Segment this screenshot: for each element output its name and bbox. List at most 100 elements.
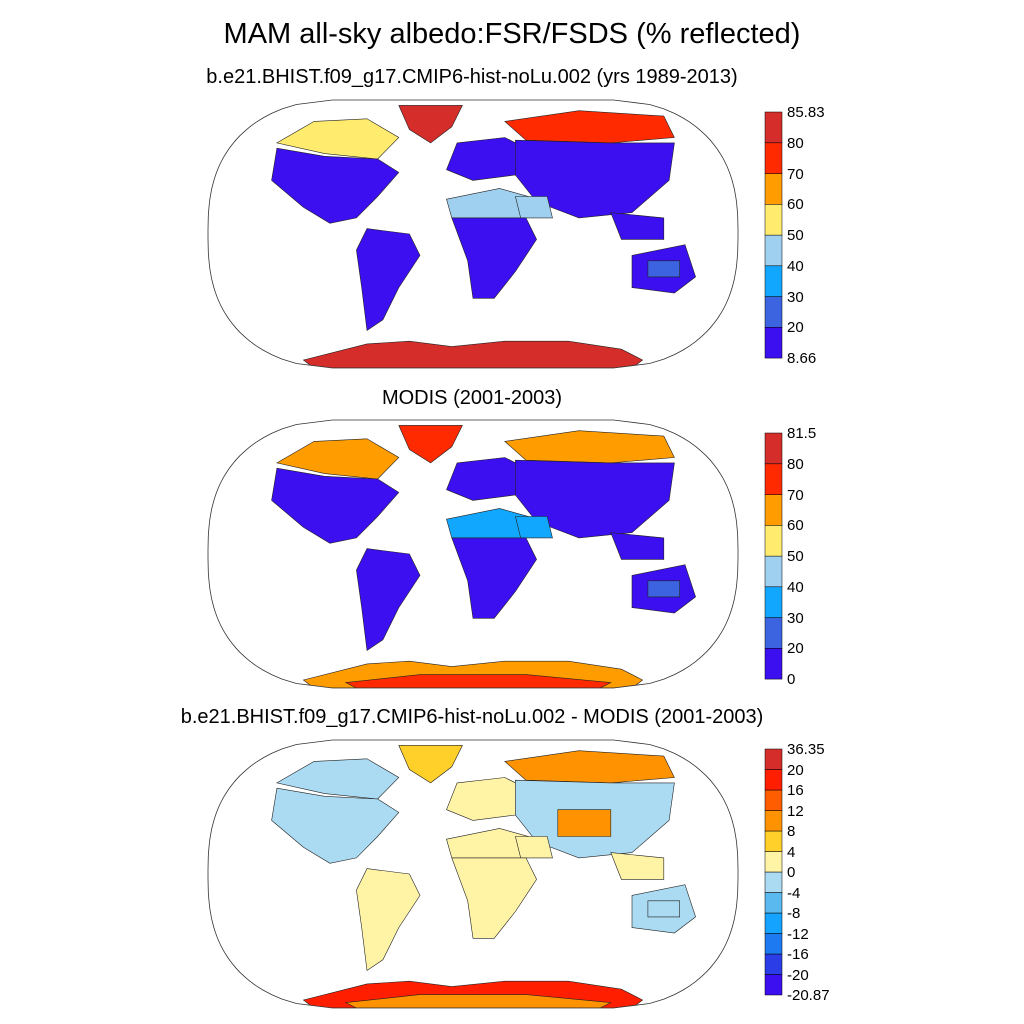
colorbar-label: 20 (787, 640, 804, 658)
map-outline (207, 99, 739, 369)
region-arabia (515, 516, 553, 539)
main-title: MAM all-sky albedo:FSR/FSDS (% reflected… (223, 18, 801, 50)
colorbar-swatch (764, 953, 783, 975)
panel-title-modis: MODIS (2001-2003) (381, 387, 563, 409)
colorbar-swatch (764, 173, 783, 205)
region-central-australia (647, 260, 681, 278)
colorbar-swatch (764, 586, 783, 618)
map-panel-0 (207, 99, 739, 369)
colorbar-label: 70 (787, 486, 804, 504)
colorbar-label: 20 (787, 319, 804, 337)
colorbar-swatch (764, 617, 783, 649)
colorbar-swatch (764, 810, 783, 832)
region-canada (276, 438, 400, 480)
colorbar-label: 50 (787, 227, 804, 244)
colorbar-label: -20 (787, 966, 809, 984)
panel-title-difference: b.e21.BHIST.f09_g17.CMIP6-hist-noLu.002 … (180, 706, 764, 728)
region-north-america (271, 147, 400, 224)
colorbar-swatch (764, 830, 783, 852)
colorbar-swatch (764, 555, 783, 588)
colorbar-swatch (764, 974, 783, 996)
colorbar-swatch (764, 432, 783, 465)
colorbar-label: 80 (787, 455, 804, 473)
map-outline (207, 419, 739, 689)
region-north-america (271, 467, 400, 544)
region-antarctic-interior (344, 994, 612, 1008)
colorbar-label: 60 (787, 196, 804, 214)
colorbar-label: 40 (787, 257, 804, 275)
colorbar-swatch (764, 327, 783, 359)
region-antarctica (302, 340, 644, 368)
region-north-america (271, 787, 400, 864)
region-south-america (356, 868, 421, 972)
region-africa (451, 857, 537, 939)
colorbar-swatch (764, 851, 783, 873)
colorbar-swatch (764, 463, 783, 495)
colorbar-label: 40 (787, 578, 804, 596)
map-land (271, 425, 696, 688)
region-canada (276, 118, 400, 160)
colorbar-label: -16 (787, 946, 809, 963)
colorbar-swatch (764, 525, 783, 557)
colorbar-swatch (764, 265, 783, 297)
colorbar-swatch (764, 912, 783, 934)
colorbar-label: -12 (787, 925, 809, 943)
colorbar-label: 70 (787, 165, 804, 183)
map-land (271, 105, 696, 368)
map-panel-1 (207, 419, 739, 689)
colorbar-label: 4 (787, 843, 796, 861)
region-europe (446, 137, 527, 181)
colorbar-label: -8 (787, 905, 801, 922)
region-central-australia (647, 900, 681, 918)
colorbar-swatch (764, 871, 783, 893)
region-south-america (356, 228, 421, 332)
map-panel-2 (207, 739, 739, 1009)
colorbar-swatch (764, 296, 783, 328)
colorbar-label: 12 (787, 802, 804, 820)
colorbar-label: -4 (787, 884, 801, 902)
region-arabia (515, 836, 553, 859)
colorbar-label: 36.35 (787, 741, 825, 758)
region-southeast-asia (610, 212, 665, 240)
colorbar-swatch (764, 234, 783, 267)
region-antarctic-interior (344, 674, 612, 688)
colorbar-swatch (764, 142, 783, 174)
colorbar-label: 30 (787, 288, 804, 306)
region-europe (446, 457, 527, 501)
colorbar-label: 8.66 (787, 350, 817, 367)
colorbar-label: 85.83 (787, 104, 825, 121)
colorbar-0 (764, 111, 783, 359)
region-africa (451, 537, 537, 619)
colorbar-label: 50 (787, 548, 804, 565)
colorbar-swatch (764, 648, 783, 680)
colorbar-swatch (764, 769, 783, 791)
region-asia (515, 139, 675, 219)
region-southeast-asia (610, 852, 665, 880)
colorbar-label: 20 (787, 761, 804, 779)
region-canada (276, 758, 400, 800)
region-south-america (356, 548, 421, 652)
colorbar-label: -20.87 (787, 987, 830, 1004)
region-greenland (398, 105, 463, 144)
colorbar-swatch (764, 111, 783, 144)
region-central-australia (647, 580, 681, 598)
region-greenland (398, 745, 463, 784)
colorbar-swatch (764, 748, 783, 770)
region-arabia (515, 196, 553, 219)
region-southeast-asia (610, 532, 665, 560)
colorbar-swatch (764, 494, 783, 526)
colorbar-swatch (764, 892, 783, 914)
colorbar-2 (764, 748, 783, 996)
map-outline (207, 739, 739, 1009)
region-africa (451, 217, 537, 299)
map-land (271, 745, 696, 1008)
colorbar-label: 80 (787, 134, 804, 152)
colorbar-label: 16 (787, 782, 804, 799)
colorbar-label: 81.5 (787, 425, 817, 442)
region-greenland (398, 425, 463, 464)
colorbar-swatch (764, 204, 783, 236)
panel-title-model: b.e21.BHIST.f09_g17.CMIP6-hist-noLu.002 … (206, 66, 738, 88)
colorbar-label: 60 (787, 517, 804, 535)
